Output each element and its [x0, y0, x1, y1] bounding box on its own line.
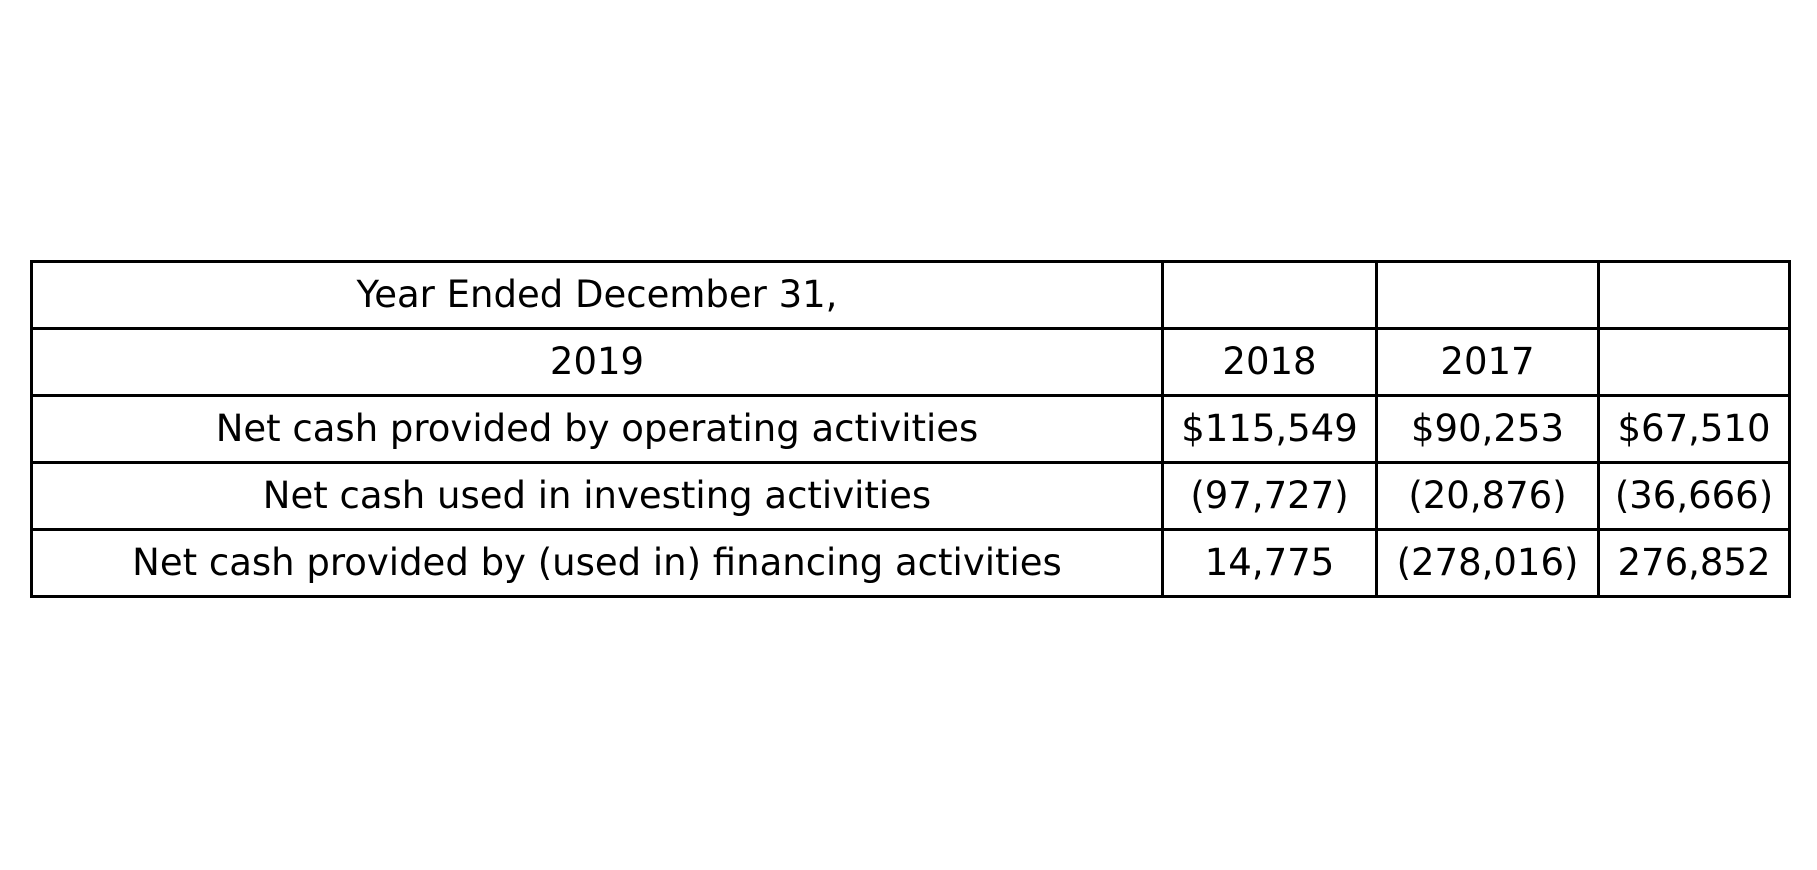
table-cell: (278,016) — [1375, 528, 1600, 598]
table-cell: 276,852 — [1597, 528, 1791, 598]
table-cell: Year Ended December 31, — [30, 260, 1164, 330]
table-row: 2019 2018 2017 — [30, 327, 1791, 397]
table-cell: Net cash provided by operating activitie… — [30, 394, 1164, 464]
table-cell: $90,253 — [1375, 394, 1600, 464]
cash-flow-table: Year Ended December 31, 2019 2018 2017 N… — [30, 260, 1791, 598]
table-cell: 2017 — [1375, 327, 1600, 397]
table-row: Year Ended December 31, — [30, 260, 1791, 330]
table-cell: (20,876) — [1375, 461, 1600, 531]
table-cell — [1597, 260, 1791, 330]
table-cell: (36,666) — [1597, 461, 1791, 531]
table-row: Net cash provided by operating activitie… — [30, 394, 1791, 464]
table-cell: Net cash provided by (used in) financing… — [30, 528, 1164, 598]
table-row: Net cash used in investing activities (9… — [30, 461, 1791, 531]
table-cell: 14,775 — [1161, 528, 1378, 598]
table-cell: $67,510 — [1597, 394, 1791, 464]
table-cell: $115,549 — [1161, 394, 1378, 464]
table-cell — [1375, 260, 1600, 330]
table-cell: Net cash used in investing activities — [30, 461, 1164, 531]
table-cell: 2018 — [1161, 327, 1378, 397]
table-cell — [1597, 327, 1791, 397]
table-row: Net cash provided by (used in) financing… — [30, 528, 1791, 598]
table-cell — [1161, 260, 1378, 330]
table-cell: 2019 — [30, 327, 1164, 397]
table-cell: (97,727) — [1161, 461, 1378, 531]
